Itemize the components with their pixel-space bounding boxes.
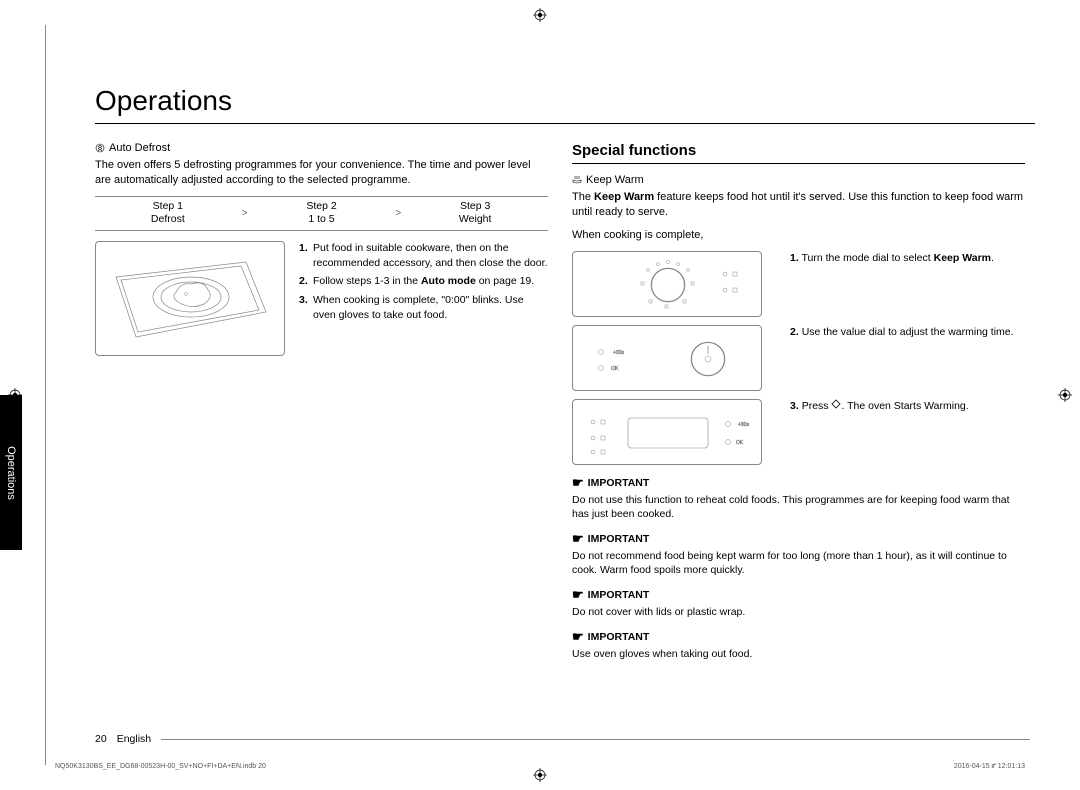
svg-text:+30s: +30s [738,422,749,428]
side-tab-label: Operations [5,446,17,500]
svg-text:+30s: +30s [613,350,624,356]
ok-icon [831,399,841,409]
defrost-icon [95,143,105,153]
oven-tray-illustration [95,241,285,356]
crop-mark-icon [533,768,547,782]
important-4: ☛IMPORTANT Use oven gloves when taking o… [572,629,1025,661]
right-column: Special functions Keep Warm The Keep War… [572,142,1025,668]
auto-defrost-heading: Auto Defrost [95,142,548,154]
important-3: ☛IMPORTANT Do not cover with lids or pla… [572,587,1025,619]
instruction-row: Put food in suitable cookware, then on t… [95,241,548,356]
print-timestamp: 2016-04-15 ⑈ 12:01:13 [954,763,1025,770]
keep-warm-intro: The Keep Warm feature keeps food hot unt… [572,190,1025,220]
step-3: Step 3 Weight [402,200,548,227]
kw-step-3-text: 3. Press . The oven Starts Warming. [776,399,1025,418]
page-footer: 20 English [95,733,1030,745]
svg-text:OK: OK [736,440,744,446]
keep-warm-heading: Keep Warm [572,174,1025,186]
instruction-list: Put food in suitable cookware, then on t… [299,241,548,356]
kw-step-3: +30s OK 3. Press . The oven Starts Warmi… [572,399,1025,465]
instruction-1: Put food in suitable cookware, then on t… [299,241,548,270]
step-separator: > [241,208,249,219]
svg-text:OK: OK [611,366,619,372]
print-footer: NQ50K3130BS_EE_DG68-00523H-00_SV+NO+FI+D… [55,763,1025,770]
step-1: Step 1 Defrost [95,200,241,227]
side-tab: Operations [0,395,22,550]
title-underline [95,123,1035,124]
page-title: Operations [95,85,1025,117]
step-2: Step 2 1 to 5 [249,200,395,227]
kw-step-2-text: 2. Use the value dial to adjust the warm… [776,325,1025,344]
subsection-title: Auto Defrost [109,142,170,154]
instruction-2: Follow steps 1-3 in the Auto mode on pag… [299,274,548,289]
pointer-icon: ☛ [572,531,584,547]
important-1: ☛IMPORTANT Do not use this function to r… [572,475,1025,521]
kw-step-1-text: 1. Turn the mode dial to select Keep War… [776,251,1025,270]
special-functions-heading: Special functions [572,142,1025,159]
important-2: ☛IMPORTANT Do not recommend food being k… [572,531,1025,577]
value-dial-diagram: +30s OK [572,325,762,391]
keep-warm-icon [572,175,582,185]
content-columns: Auto Defrost The oven offers 5 defrostin… [95,142,1025,668]
pointer-icon: ☛ [572,629,584,645]
footer-line [161,739,1030,740]
steps-row: Step 1 Defrost > Step 2 1 to 5 > Step 3 … [95,196,548,231]
pointer-icon: ☛ [572,587,584,603]
crop-mark-icon [1058,388,1072,402]
left-column: Auto Defrost The oven offers 5 defrostin… [95,142,548,668]
print-file-name: NQ50K3130BS_EE_DG68-00523H-00_SV+NO+FI+D… [55,763,266,770]
when-complete-text: When cooking is complete, [572,228,1025,243]
auto-defrost-intro: The oven offers 5 defrosting programmes … [95,158,548,188]
crop-mark-icon [533,8,547,22]
pointer-icon: ☛ [572,475,584,491]
kw-step-1: 1. Turn the mode dial to select Keep War… [572,251,1025,317]
mode-dial-diagram [572,251,762,317]
margin-line [45,25,46,765]
ok-button-diagram: +30s OK [572,399,762,465]
section-underline [572,163,1025,164]
step-separator: > [394,208,402,219]
page-number: 20 [95,733,107,745]
instruction-3: When cooking is complete, "0:00" blinks.… [299,293,548,322]
subsection-title: Keep Warm [586,174,644,186]
page-language: English [117,733,151,745]
kw-step-2: +30s OK 2. Use the value dial to adjust … [572,325,1025,391]
